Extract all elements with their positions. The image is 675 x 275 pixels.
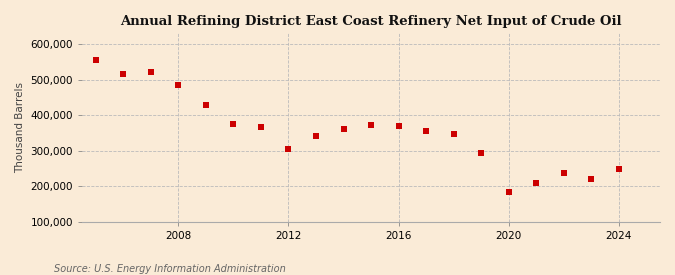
- Point: [558, 170, 569, 175]
- Point: [283, 147, 294, 151]
- Y-axis label: Thousand Barrels: Thousand Barrels: [15, 82, 25, 173]
- Point: [90, 58, 101, 62]
- Point: [504, 189, 514, 194]
- Point: [421, 128, 431, 133]
- Point: [200, 103, 211, 107]
- Point: [256, 125, 267, 129]
- Point: [531, 181, 541, 186]
- Point: [448, 132, 459, 136]
- Point: [310, 133, 321, 138]
- Point: [476, 151, 487, 156]
- Point: [146, 70, 157, 75]
- Text: Source: U.S. Energy Information Administration: Source: U.S. Energy Information Administ…: [54, 264, 286, 274]
- Point: [338, 127, 349, 131]
- Point: [366, 122, 377, 127]
- Point: [586, 177, 597, 181]
- Point: [173, 83, 184, 87]
- Point: [228, 122, 239, 126]
- Title: Annual Refining District East Coast Refinery Net Input of Crude Oil: Annual Refining District East Coast Refi…: [120, 15, 622, 28]
- Point: [118, 72, 129, 76]
- Point: [393, 123, 404, 128]
- Point: [614, 167, 624, 171]
